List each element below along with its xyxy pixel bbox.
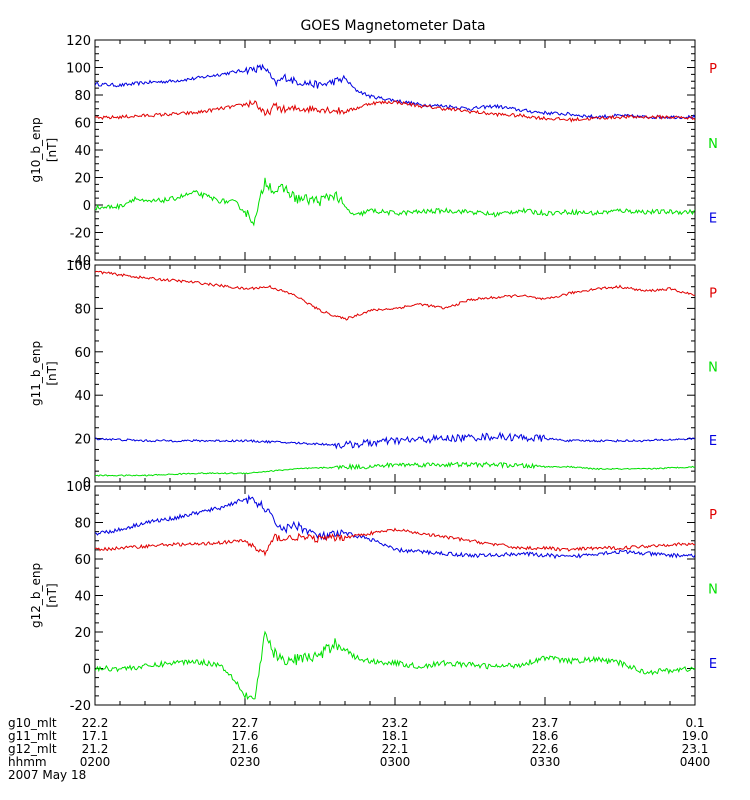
panel-frame <box>94 485 696 706</box>
legend-P: P <box>709 508 717 523</box>
x-tick-label: 19.0 <box>682 729 709 743</box>
y-axis-units: [nT] <box>45 138 59 162</box>
x-tick-label: 0330 <box>530 755 561 769</box>
panel-frame <box>94 264 696 483</box>
y-tick-label: 60 <box>74 553 91 568</box>
y-tick-label: 60 <box>74 346 91 361</box>
y-tick-label: 0 <box>83 476 91 491</box>
x-tick-label: 0300 <box>380 755 411 769</box>
y-tick-label: 40 <box>74 144 91 159</box>
y-tick-label: 100 <box>66 259 91 274</box>
y-tick-label: -20 <box>70 227 91 242</box>
y-axis-units: [nT] <box>45 361 59 385</box>
series-P-line <box>95 527 695 557</box>
y-axis-label: g10_b_enp <box>29 117 43 182</box>
panel-3: -20 0 20 40 60 80 100 g12_b_enp [nT] P N E <box>29 480 718 714</box>
x-tick-label: 22.1 <box>382 742 409 756</box>
x-tick-label: 22.6 <box>532 742 559 756</box>
x-tick-label: 18.6 <box>532 729 559 743</box>
x-row-label: hhmm <box>8 755 47 769</box>
y-tick-label: 80 <box>74 302 91 317</box>
series-P-line <box>95 99 695 123</box>
y-tick-label: 80 <box>74 517 91 532</box>
series-N-line <box>95 461 695 477</box>
y-tick-label: 100 <box>66 480 91 495</box>
x-tick-label: 17.6 <box>232 729 259 743</box>
y-tick-label: 60 <box>74 117 91 132</box>
x-row-label: g11_mlt <box>8 729 57 743</box>
legend-E: E <box>709 434 717 449</box>
y-tick-label: 20 <box>74 433 91 448</box>
series-E-line <box>95 431 695 450</box>
x-row-label: g10_mlt <box>8 716 57 730</box>
y-tick-label: 20 <box>74 626 91 641</box>
date-label: 2007 May 18 <box>8 768 86 782</box>
series-E-line <box>95 63 695 120</box>
y-tick-label: 40 <box>74 590 91 605</box>
chart-title: GOES Magnetometer Data <box>300 18 485 34</box>
x-axis-rows: g10_mlt 22.2 22.7 23.2 23.7 0.1 g11_mlt 17.1 17.… <box>8 716 710 769</box>
y-tick-label: 120 <box>66 34 91 49</box>
panel-frame <box>94 39 696 261</box>
y-tick-label: 80 <box>74 89 91 104</box>
y-axis-label: g11_b_enp <box>29 341 43 406</box>
x-tick-label: 18.1 <box>382 729 409 743</box>
series-E-line <box>95 494 695 560</box>
series-N-line <box>95 177 695 227</box>
x-tick-label: 22.7 <box>232 716 259 730</box>
legend-E: E <box>709 212 717 227</box>
legend-N: N <box>708 137 718 152</box>
series-N-line <box>95 630 695 701</box>
x-tick-label: 23.7 <box>532 716 559 730</box>
panel-2: 0 20 40 60 80 100 g11_b_enp [nT] P N E <box>29 259 718 491</box>
y-tick-label: 0 <box>83 663 91 678</box>
legend-N: N <box>708 360 718 375</box>
x-tick-label: 21.6 <box>232 742 259 756</box>
y-tick-label: -40 <box>70 254 91 269</box>
x-tick-label: 22.2 <box>82 716 109 730</box>
x-tick-label: 17.1 <box>82 729 109 743</box>
y-axis-label: g12_b_enp <box>29 563 43 628</box>
x-tick-label: 0200 <box>80 755 111 769</box>
x-tick-label: 0.1 <box>685 716 704 730</box>
y-axis-units: [nT] <box>45 583 59 607</box>
x-tick-label: 21.2 <box>82 742 109 756</box>
legend-E: E <box>709 657 717 672</box>
legend-P: P <box>709 287 717 302</box>
x-tick-label: 23.1 <box>682 742 709 756</box>
legend-N: N <box>708 582 718 597</box>
y-tick-label: -20 <box>70 699 91 714</box>
series-P-line <box>95 270 695 321</box>
y-tick-label: 0 <box>83 199 91 214</box>
x-row-label: g12_mlt <box>8 742 57 756</box>
x-tick-label: 0230 <box>230 755 261 769</box>
legend-P: P <box>709 62 717 77</box>
panel-1: -40 -20 0 20 40 60 80 100 120 g10_b_enp [nT] P N E <box>29 34 718 269</box>
y-tick-label: 40 <box>74 389 91 404</box>
y-tick-label: 20 <box>74 172 91 187</box>
x-tick-label: 23.2 <box>382 716 409 730</box>
y-tick-label: 100 <box>66 62 91 77</box>
x-tick-label: 0400 <box>680 755 711 769</box>
